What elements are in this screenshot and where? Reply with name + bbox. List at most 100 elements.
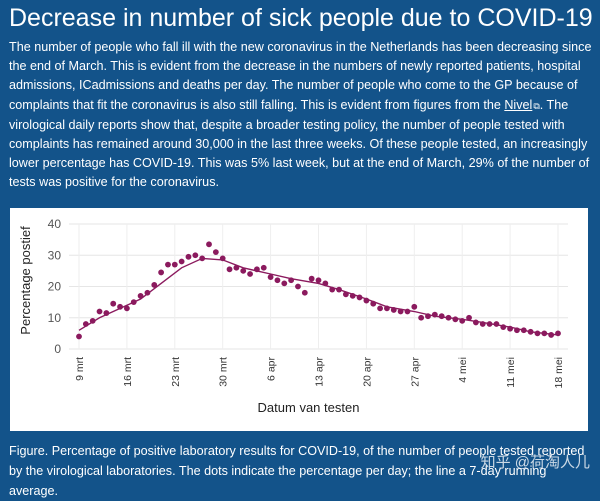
data-point [514,327,520,334]
y-axis-title: Percentage postief [18,226,33,335]
data-point [185,253,192,260]
x-tick-label: 6 apr [266,357,278,381]
data-point [254,266,260,273]
data-point [466,314,472,321]
data-point [507,325,513,332]
data-point [124,305,130,312]
data-point [363,297,370,304]
data-point [425,313,431,320]
data-point [144,289,151,296]
data-point [445,314,452,321]
x-tick-label: 4 mei [457,357,469,383]
data-point [390,307,397,313]
intro-text-end: . The virological daily reports show tha… [9,97,590,190]
data-point [342,291,349,298]
data-point [240,267,247,274]
y-tick-label: 20 [48,280,62,294]
data-point [130,299,137,306]
data-point [486,321,493,327]
data-point [165,261,171,268]
running-average-line [78,257,559,336]
nivel-link[interactable]: Nivel [504,97,533,112]
x-tick-label: 13 apr [314,357,326,387]
data-point [226,266,233,273]
data-point [308,275,315,282]
data-point [301,289,308,296]
x-tick-label: 18 mei [553,357,565,389]
page-title: Decrease in number of sick people due to… [9,4,593,32]
data-point [288,277,295,284]
data-point [178,258,185,265]
x-tick-label: 27 apr [409,357,421,387]
intro-paragraph: The number of people who fall ill with t… [9,38,594,193]
data-point [151,282,158,288]
intro-text: The number of people who fall ill with t… [9,40,592,112]
data-point [281,280,288,287]
data-point [555,330,561,337]
data-point [493,321,500,327]
data-point [384,305,390,312]
figure-caption: Figure. Percentage of positive laborator… [9,444,585,498]
data-point [82,321,89,327]
data-point [117,303,123,310]
data-point [212,249,219,256]
data-point [438,313,445,320]
data-point [260,264,267,271]
data-point [267,274,274,281]
data-point [103,310,110,316]
data-point [527,328,534,335]
data-point [520,327,527,334]
external-link-icon[interactable]: ⧉ [533,100,540,111]
x-axis-title: Datum van testen [258,400,360,415]
data-point [431,311,438,318]
data-point [479,321,486,327]
data-point [158,269,165,276]
data-point [418,314,425,321]
x-tick-label: 23 mrt [170,357,182,387]
x-tick-label: 20 apr [361,357,373,387]
data-point [247,271,253,277]
data-point [472,319,479,326]
data-point [89,317,96,324]
data-point [199,255,206,262]
data-point [452,316,459,323]
data-point [233,264,240,271]
y-tick-label: 10 [48,311,62,325]
data-point [370,300,377,307]
x-tick-label: 30 mrt [218,357,230,387]
data-point [274,277,281,284]
data-point [336,286,342,293]
data-point [534,330,541,337]
data-point [76,333,82,340]
data-point [295,283,301,290]
data-point [397,308,404,315]
data-point [192,252,199,259]
data-point [548,332,555,338]
x-tick-label: 16 mrt [122,357,134,387]
x-tick-label: 11 mei [505,357,517,388]
watermark: 知乎 @荷淘人儿 [480,454,590,471]
data-point [137,292,144,299]
y-tick-label: 40 [48,217,62,231]
data-point [349,292,356,299]
data-point [322,280,329,287]
data-point [459,317,466,324]
data-point [404,308,411,315]
data-point [329,286,336,293]
data-point [110,300,117,307]
data-point [411,303,418,310]
data-point [206,241,212,248]
chart-card: 0 10 20 30 40 9 mrt 16 mrt 23 mrt 30 mrt 6 apr 13 … [10,208,588,431]
data-point [315,277,322,284]
data-point [171,261,178,268]
data-point [96,308,103,315]
x-tick-label: 9 mrt [74,357,86,381]
y-tick-label: 30 [48,248,62,262]
data-point [500,324,507,331]
data-point [356,294,363,301]
data-point [377,305,383,312]
positivity-chart: 0 10 20 30 40 9 mrt 16 mrt 23 mrt 30 mrt 6 apr 13 … [18,217,568,415]
data-point [541,330,548,337]
data-point [219,255,226,262]
y-tick-label: 0 [54,342,61,356]
